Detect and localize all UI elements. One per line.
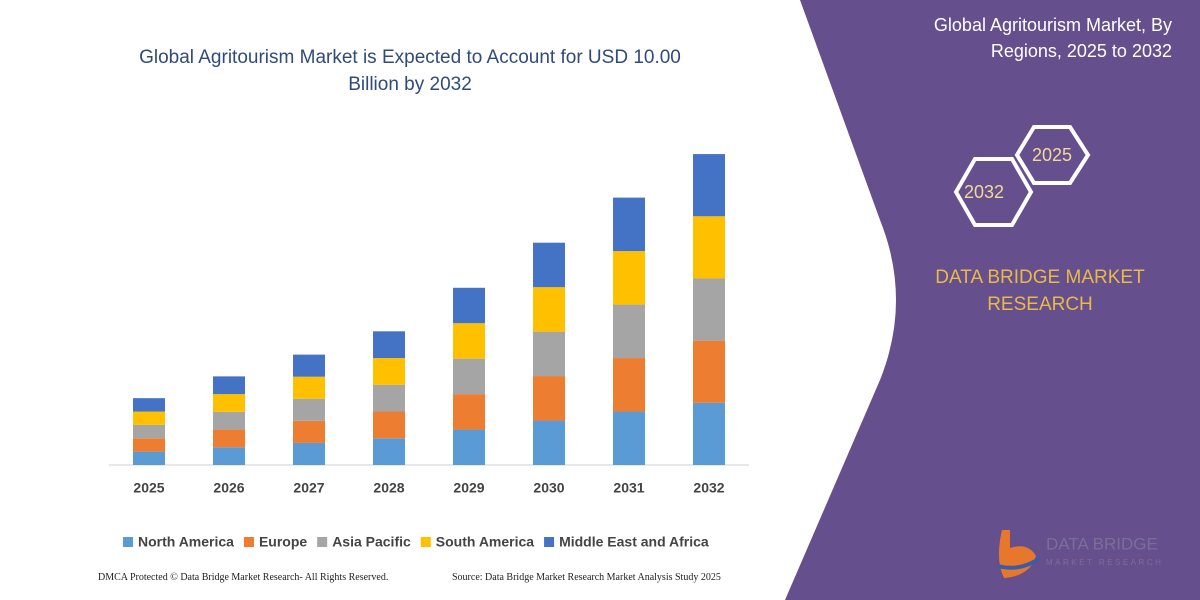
- panel-title: Global Agritourism Market, By Regions, 2…: [933, 15, 1172, 61]
- legend-label: Europe: [259, 534, 307, 550]
- bar-segment: [453, 394, 485, 430]
- bar-segment: [613, 411, 645, 465]
- bar-segment: [293, 442, 325, 465]
- x-tick-label: 2031: [613, 480, 644, 496]
- bar-segment: [133, 398, 165, 412]
- legend-swatch: [317, 537, 328, 547]
- legend-swatch: [544, 537, 555, 547]
- x-tick-label: 2028: [373, 480, 404, 496]
- x-tick-label: 2027: [293, 480, 324, 496]
- bar-segment: [213, 394, 245, 412]
- hexagon-label: 2032: [964, 182, 1004, 202]
- bar-segment: [373, 438, 405, 465]
- bar-segment: [293, 398, 325, 421]
- bar-segment: [453, 323, 485, 359]
- x-tick-label: 2032: [693, 480, 724, 496]
- bar-segment: [693, 278, 725, 341]
- bar-segment: [213, 411, 245, 430]
- bar-segment: [213, 376, 245, 395]
- legend-label: Asia Pacific: [332, 534, 411, 550]
- bar-segment: [293, 354, 325, 377]
- bar-segment: [133, 424, 165, 439]
- legend-swatch: [420, 537, 431, 547]
- bar-segment: [453, 358, 485, 395]
- bar-segment: [613, 358, 645, 412]
- hexagon-label: 2025: [1032, 145, 1072, 165]
- bar-segment: [373, 384, 405, 412]
- logo-tagline: MARKET RESEARCH: [1046, 558, 1163, 567]
- x-tick-label: 2026: [213, 480, 244, 496]
- bar-segment: [213, 429, 245, 448]
- bar-segment: [373, 331, 405, 359]
- logo-swoosh: [997, 556, 1042, 570]
- bar-segment: [533, 331, 565, 377]
- bar-segment: [693, 216, 725, 279]
- bar-segment: [533, 287, 565, 332]
- bar-segment: [533, 376, 565, 421]
- bar-segment: [133, 438, 165, 452]
- chart-title: Global Agritourism Market is Expected to…: [139, 47, 681, 95]
- brand-name: DATA BRIDGE MARKET RESEARCH: [935, 267, 1145, 315]
- bar-segment: [453, 429, 485, 465]
- source: Source: Data Bridge Market Research Mark…: [452, 572, 721, 583]
- hexagon: [1014, 125, 1091, 185]
- bar-segment: [533, 420, 565, 465]
- bar-segment: [213, 447, 245, 465]
- bar-segment: [133, 451, 165, 465]
- bar-segment: [613, 304, 645, 359]
- bar-segment: [693, 154, 725, 217]
- copyright: DMCA Protected © Data Bridge Market Rese…: [98, 572, 389, 583]
- legend-label: Middle East and Africa: [559, 534, 709, 550]
- bar-segment: [613, 251, 645, 305]
- bar-segment: [533, 242, 565, 288]
- bar-segment: [693, 340, 725, 403]
- bar-segment: [293, 376, 325, 399]
- bar-segment: [373, 358, 405, 385]
- x-tick-label: 2030: [533, 480, 564, 496]
- logo-name: DATA BRIDGE: [1046, 534, 1158, 553]
- bar-segment: [693, 402, 725, 465]
- bar-segment: [373, 411, 405, 439]
- x-tick-label: 2029: [453, 480, 484, 496]
- legend-swatch: [243, 537, 254, 547]
- x-tick-label: 2025: [133, 480, 164, 496]
- bar-segment: [453, 287, 485, 324]
- hexagon: [953, 157, 1034, 227]
- legend-label: South America: [436, 534, 534, 550]
- bar-segment: [613, 197, 645, 252]
- bar-segment: [293, 420, 325, 443]
- legend-label: North America: [138, 534, 234, 550]
- legend-swatch: [123, 537, 133, 547]
- side-panel: [785, 0, 1200, 600]
- bar-segment: [133, 411, 165, 425]
